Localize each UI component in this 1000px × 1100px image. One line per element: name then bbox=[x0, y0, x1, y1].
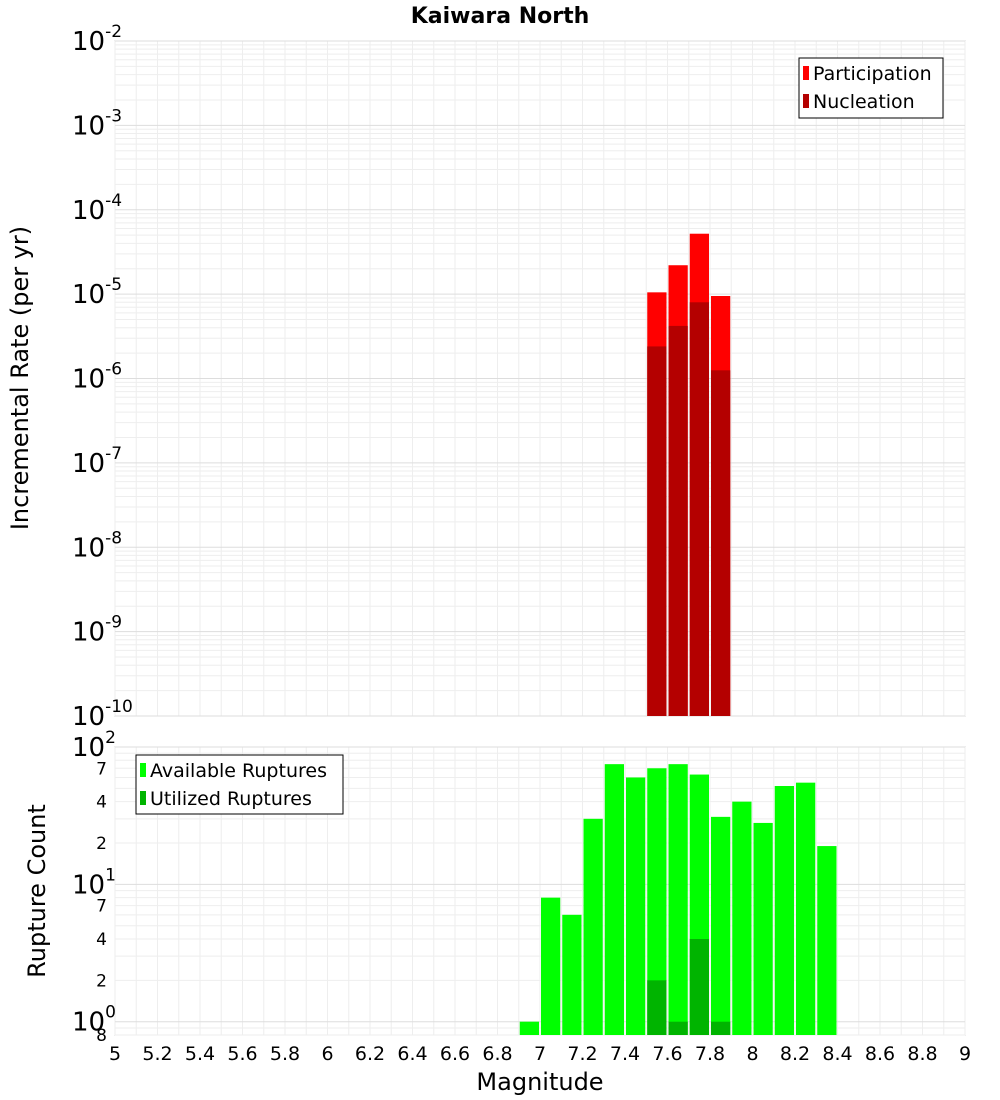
bar-available-ruptures bbox=[817, 846, 837, 1035]
x-tick-label: 8 bbox=[746, 1043, 758, 1065]
y-tick-label: 2 bbox=[96, 834, 107, 854]
legend-swatch-participation bbox=[803, 66, 809, 80]
bar-available-ruptures bbox=[562, 914, 582, 1035]
top-legend-box bbox=[798, 57, 944, 119]
x-tick-label: 8.4 bbox=[822, 1043, 852, 1065]
bar-available-ruptures bbox=[626, 777, 646, 1035]
bar-nucleation bbox=[689, 302, 709, 716]
y-tick-label: 7 bbox=[96, 759, 107, 779]
bar-available-ruptures bbox=[519, 1021, 539, 1035]
bar-available-ruptures bbox=[668, 764, 688, 1035]
legend-label-utilized-ruptures: Utilized Ruptures bbox=[150, 788, 312, 810]
bar-available-ruptures bbox=[541, 897, 561, 1035]
y-tick-label: 102 bbox=[72, 728, 116, 763]
bottom-y-axis-label: Rupture Count bbox=[23, 804, 51, 978]
bar-nucleation bbox=[668, 325, 688, 716]
legend-label-available-ruptures: Available Ruptures bbox=[150, 760, 327, 782]
x-tick-label: 7.8 bbox=[695, 1043, 725, 1065]
top-gridlines bbox=[114, 40, 966, 717]
bar-available-ruptures bbox=[711, 816, 731, 1035]
y-tick-label: 10-6 bbox=[72, 360, 122, 395]
x-tick-label: 7 bbox=[534, 1043, 546, 1065]
y-tick-label: 10-5 bbox=[72, 275, 122, 310]
y-tick-label: 10-3 bbox=[72, 106, 122, 141]
bottom-legend-box bbox=[135, 754, 344, 815]
bar-available-ruptures bbox=[583, 818, 603, 1035]
y-tick-label: 101 bbox=[72, 865, 116, 900]
bottom-legend: Available Ruptures Utilized Ruptures bbox=[135, 754, 344, 815]
x-tick-label: 6.6 bbox=[440, 1043, 470, 1065]
y-tick-label: 100 bbox=[72, 1003, 116, 1038]
bar-utilized-ruptures bbox=[711, 1021, 731, 1035]
x-tick-label: 8.2 bbox=[780, 1043, 810, 1065]
bar-utilized-ruptures bbox=[689, 939, 709, 1035]
x-axis-label: Magnitude bbox=[476, 1068, 603, 1096]
y-tick-label: 4 bbox=[96, 793, 107, 813]
y-tick-label: 2 bbox=[96, 971, 107, 991]
y-tick-label: 10-9 bbox=[72, 613, 122, 648]
bar-available-ruptures bbox=[753, 822, 773, 1035]
bar-available-ruptures bbox=[774, 786, 794, 1035]
x-tick-label: 5.2 bbox=[142, 1043, 172, 1065]
top-y-axis-label: Incremental Rate (per yr) bbox=[6, 226, 34, 530]
top-legend: Participation Nucleation bbox=[798, 57, 944, 119]
bar-available-ruptures bbox=[604, 764, 624, 1035]
y-tick-label: 10-7 bbox=[72, 444, 122, 479]
x-tick-label: 6 bbox=[321, 1043, 333, 1065]
bottom-bars bbox=[519, 764, 837, 1035]
legend-swatch-utilized-ruptures bbox=[140, 791, 146, 805]
y-tick-label: 10-10 bbox=[72, 697, 133, 732]
y-tick-label: 10-4 bbox=[72, 191, 122, 226]
x-tick-label: 9 bbox=[959, 1043, 971, 1065]
bar-available-ruptures bbox=[732, 801, 752, 1035]
bar-nucleation bbox=[647, 346, 667, 716]
top-y-ticks: 10-10 10-9 10-8 10-7 10-6 10-5 10-4 10-3 10-2 bbox=[72, 22, 133, 732]
x-tick-label: 6.8 bbox=[482, 1043, 512, 1065]
y-tick-label: 10-8 bbox=[72, 528, 122, 563]
x-tick-label: 6.2 bbox=[355, 1043, 385, 1065]
bar-nucleation bbox=[711, 370, 731, 716]
x-tick-label: 5.4 bbox=[185, 1043, 215, 1065]
y-tick-label: 8 bbox=[96, 1026, 107, 1046]
bar-utilized-ruptures bbox=[647, 980, 667, 1035]
x-tick-label: 8.6 bbox=[865, 1043, 895, 1065]
legend-label-participation: Participation bbox=[813, 63, 932, 85]
legend-label-nucleation: Nucleation bbox=[813, 91, 915, 113]
legend-swatch-nucleation bbox=[803, 94, 809, 108]
x-tick-label: 6.4 bbox=[397, 1043, 427, 1065]
x-tick-label: 7.6 bbox=[652, 1043, 682, 1065]
bar-available-ruptures bbox=[647, 768, 667, 1035]
bar-utilized-ruptures bbox=[668, 1021, 688, 1035]
x-ticks: 5 5.2 5.4 5.6 5.8 6 6.2 6.4 6.6 6.8 7 7.2 7.4 7.6 7.8 8… bbox=[109, 1043, 971, 1065]
y-tick-label: 4 bbox=[96, 930, 107, 950]
top-bars bbox=[647, 233, 731, 716]
x-tick-label: 7.4 bbox=[610, 1043, 640, 1065]
chart-title: Kaiwara North bbox=[411, 4, 590, 29]
x-tick-label: 5.6 bbox=[227, 1043, 257, 1065]
x-tick-label: 5.8 bbox=[270, 1043, 300, 1065]
bar-available-ruptures bbox=[796, 782, 816, 1035]
x-tick-label: 5 bbox=[109, 1043, 121, 1065]
y-tick-label: 7 bbox=[96, 897, 107, 917]
x-tick-label: 8.8 bbox=[907, 1043, 937, 1065]
y-tick-label: 10-2 bbox=[72, 22, 122, 57]
top-plot-panel: 10-10 10-9 10-8 10-7 10-6 10-5 10-4 10-3 10-2 bbox=[72, 22, 966, 732]
x-tick-label: 7.2 bbox=[567, 1043, 597, 1065]
legend-swatch-available-ruptures bbox=[140, 763, 146, 777]
